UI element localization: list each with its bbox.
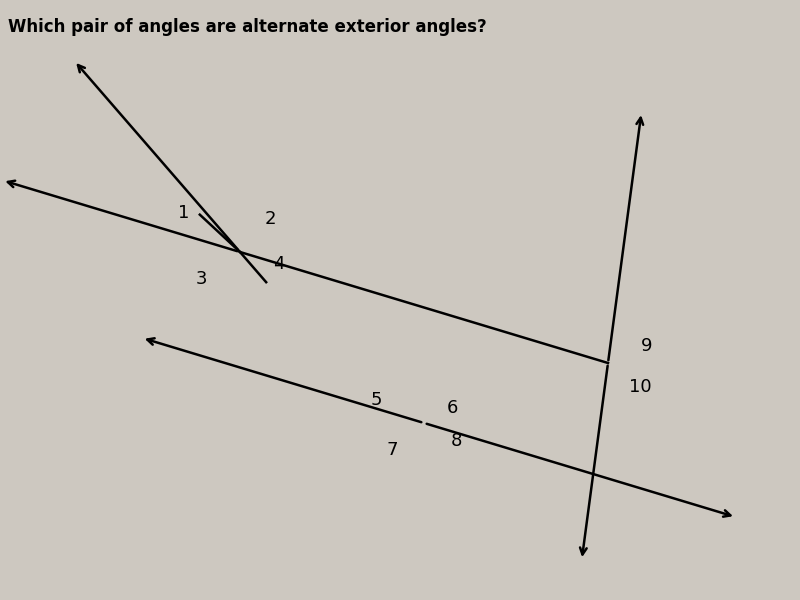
Text: 2: 2: [265, 210, 276, 228]
Text: 4: 4: [273, 255, 284, 273]
Text: Which pair of angles are alternate exterior angles?: Which pair of angles are alternate exter…: [8, 18, 486, 36]
Text: 8: 8: [450, 432, 462, 450]
Text: 1: 1: [178, 204, 190, 222]
Text: 10: 10: [629, 378, 651, 396]
Text: 6: 6: [446, 399, 458, 417]
Text: 7: 7: [386, 441, 398, 459]
Text: 5: 5: [370, 391, 382, 409]
Text: 9: 9: [641, 337, 652, 355]
Text: 3: 3: [196, 270, 207, 288]
